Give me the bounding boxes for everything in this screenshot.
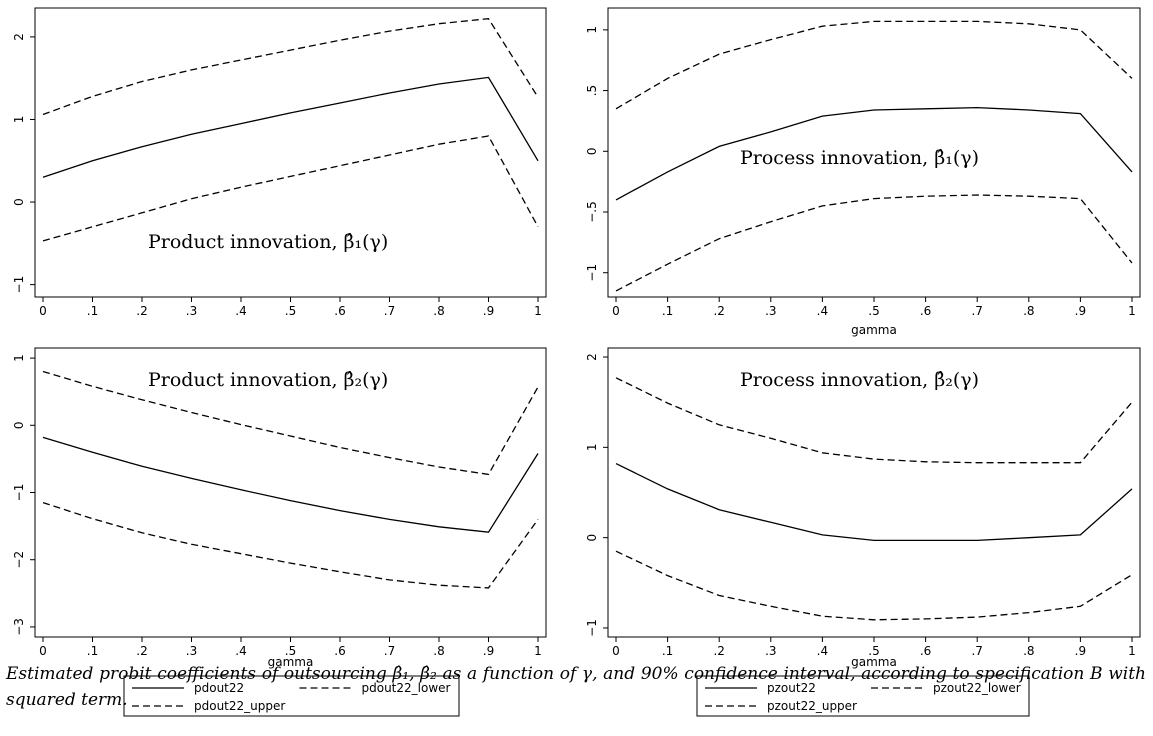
x-tick-label: .5 bbox=[285, 304, 296, 318]
series-line-pdout22_upper bbox=[42, 370, 539, 476]
chart-panel-4: 0 .1 .2 .3 .4 .5 .6 .7 .8 .9 1 −1 0 1 2 Process innovat… bbox=[585, 347, 1141, 717]
x-tick-label: .7 bbox=[971, 304, 982, 318]
y-tick-label: −1 bbox=[585, 619, 599, 637]
y-tick-label: 1 bbox=[12, 354, 26, 362]
x-tick-label: .1 bbox=[87, 304, 98, 318]
x-tick-label: .7 bbox=[971, 644, 982, 658]
y-tick-label: −2 bbox=[12, 551, 26, 569]
series-line-pdout22 bbox=[42, 436, 539, 533]
legend-box bbox=[696, 675, 1030, 717]
x-tick-label: .9 bbox=[483, 644, 494, 658]
x-tick-label: 1 bbox=[534, 644, 542, 658]
plot-frame bbox=[607, 347, 1141, 638]
x-tick-label: .3 bbox=[186, 304, 197, 318]
y-tick-label: −3 bbox=[12, 618, 26, 636]
y-tick-label: 1 bbox=[585, 444, 599, 452]
panel-annotation: Process innovation, β̂₁(γ) bbox=[740, 147, 979, 169]
x-tick-label: .8 bbox=[433, 644, 444, 658]
chart-panel-1: 0 .1 .2 .3 .4 .5 .6 .7 .8 .9 1 −1 0 1 2 Product innovat… bbox=[12, 7, 547, 318]
x-tick-label: .9 bbox=[1075, 304, 1086, 318]
x-tick-label: .6 bbox=[920, 644, 931, 658]
x-tick-label: 0 bbox=[39, 304, 47, 318]
x-tick-label: .1 bbox=[662, 304, 673, 318]
x-tick-label: .2 bbox=[713, 644, 724, 658]
x-tick-label: .6 bbox=[334, 304, 345, 318]
x-tick-label: .8 bbox=[1023, 644, 1034, 658]
y-tick-label: .5 bbox=[585, 85, 599, 96]
legend: pdout22 pdout22_lower pdout22_upper bbox=[123, 675, 460, 717]
legend-label-pzout22_lower: pzout22_lower bbox=[933, 681, 1021, 695]
series-line-pdout22 bbox=[42, 76, 539, 178]
y-tick-label: 0 bbox=[12, 198, 26, 206]
figure-caption: Estimated probit coefficients of outsour… bbox=[6, 664, 1146, 710]
x-tick-label: .5 bbox=[285, 644, 296, 658]
series-line-pdout22_lower bbox=[42, 501, 539, 589]
x-axis-title: gamma bbox=[851, 323, 897, 337]
legend-label-pzout22_upper: pzout22_upper bbox=[767, 699, 857, 713]
x-tick-label: .4 bbox=[235, 304, 246, 318]
series-line-pzout22_lower bbox=[615, 194, 1133, 292]
y-tick-label: 1 bbox=[585, 26, 599, 34]
legend-label-pdout22_upper: pdout22_upper bbox=[194, 699, 285, 713]
x-tick-label: .7 bbox=[384, 644, 395, 658]
x-tick-label: .4 bbox=[817, 644, 828, 658]
y-tick-label: −1 bbox=[585, 264, 599, 282]
x-tick-label: .5 bbox=[868, 304, 879, 318]
legend-box bbox=[123, 675, 460, 717]
x-tick-label: .2 bbox=[136, 644, 147, 658]
x-tick-label: 0 bbox=[612, 304, 620, 318]
chart-panel-3: 0 .1 .2 .3 .4 .5 .6 .7 .8 .9 1 −3 −2 −1 0 1 Product inno… bbox=[12, 347, 547, 717]
x-axis-title: gamma bbox=[851, 655, 897, 669]
x-tick-label: .5 bbox=[868, 644, 879, 658]
series-line-pzout22 bbox=[615, 106, 1133, 201]
x-tick-label: .6 bbox=[920, 304, 931, 318]
legend-label-pdout22: pdout22 bbox=[194, 681, 244, 695]
x-tick-label: .9 bbox=[1075, 644, 1086, 658]
series-line-pzout22_lower bbox=[615, 550, 1133, 621]
y-tick-label: 0 bbox=[585, 147, 599, 155]
series-line-pzout22_upper bbox=[615, 377, 1133, 464]
legend-label-pzout22: pzout22 bbox=[767, 681, 816, 695]
y-tick-label: 0 bbox=[12, 421, 26, 429]
y-tick-label: 2 bbox=[12, 33, 26, 41]
x-axis-title: gamma bbox=[268, 655, 314, 669]
x-tick-label: .4 bbox=[817, 304, 828, 318]
x-tick-label: 1 bbox=[1128, 304, 1136, 318]
x-tick-label: 1 bbox=[534, 304, 542, 318]
chart-panel-2: 0 .1 .2 .3 .4 .5 .6 .7 .8 .9 1 −1 −.5 0 .5 1 Process inn… bbox=[585, 7, 1141, 337]
x-tick-label: .2 bbox=[136, 304, 147, 318]
x-tick-label: 1 bbox=[1128, 644, 1136, 658]
x-tick-label: .7 bbox=[384, 304, 395, 318]
x-tick-label: .3 bbox=[765, 644, 776, 658]
y-tick-label: 0 bbox=[585, 534, 599, 542]
panel-annotation: Process innovation, β̂₂(γ) bbox=[740, 369, 979, 391]
x-tick-label: 0 bbox=[612, 644, 620, 658]
x-tick-label: .9 bbox=[483, 304, 494, 318]
x-tick-label: .8 bbox=[1023, 304, 1034, 318]
series-line-pzout22_upper bbox=[615, 20, 1133, 110]
y-tick-label: 1 bbox=[12, 116, 26, 124]
x-tick-label: .3 bbox=[186, 644, 197, 658]
x-tick-label: .1 bbox=[87, 644, 98, 658]
x-tick-label: .8 bbox=[433, 304, 444, 318]
series-line-pdout22_lower bbox=[42, 135, 539, 242]
x-tick-label: .2 bbox=[713, 304, 724, 318]
x-tick-label: 0 bbox=[39, 644, 47, 658]
series-line-pdout22_upper bbox=[42, 18, 539, 116]
x-tick-label: .4 bbox=[235, 644, 246, 658]
series-line-pzout22 bbox=[615, 463, 1133, 542]
x-tick-label: .1 bbox=[662, 644, 673, 658]
x-tick-label: .6 bbox=[334, 644, 345, 658]
panel-annotation: Product innovation, β̂₂(γ) bbox=[148, 369, 388, 391]
legend-label-pdout22_lower: pdout22_lower bbox=[362, 681, 451, 695]
x-tick-label: .3 bbox=[765, 304, 776, 318]
y-tick-label: −1 bbox=[12, 484, 26, 502]
panel-annotation: Product innovation, β̂₁(γ) bbox=[148, 231, 388, 253]
y-tick-label: −1 bbox=[12, 276, 26, 294]
legend: pzout22 pzout22_lower pzout22_upper bbox=[696, 675, 1030, 717]
plot-frame bbox=[34, 7, 547, 298]
y-tick-label: 2 bbox=[585, 353, 599, 361]
y-tick-label: −.5 bbox=[585, 201, 599, 223]
